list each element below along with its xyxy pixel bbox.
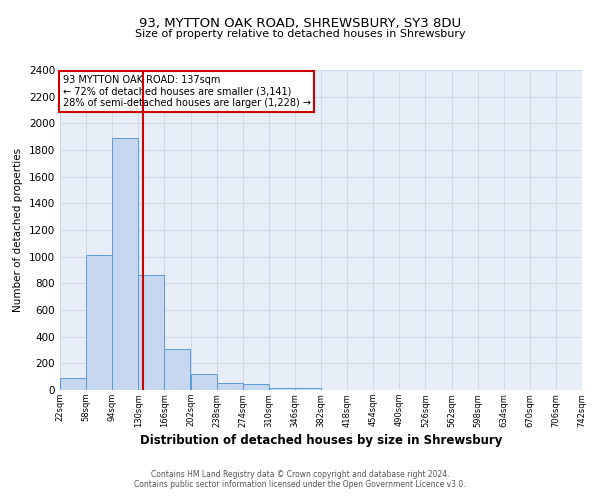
Bar bbox=[86, 256, 112, 390]
Bar bbox=[164, 348, 190, 390]
Bar bbox=[295, 388, 321, 390]
X-axis label: Distribution of detached houses by size in Shrewsbury: Distribution of detached houses by size … bbox=[140, 434, 502, 446]
Bar bbox=[191, 374, 217, 390]
Bar bbox=[112, 138, 138, 390]
Y-axis label: Number of detached properties: Number of detached properties bbox=[13, 148, 23, 312]
Bar bbox=[60, 378, 86, 390]
Bar bbox=[217, 382, 242, 390]
Text: 93 MYTTON OAK ROAD: 137sqm
← 72% of detached houses are smaller (3,141)
28% of s: 93 MYTTON OAK ROAD: 137sqm ← 72% of deta… bbox=[62, 75, 311, 108]
Bar bbox=[139, 276, 164, 390]
Bar bbox=[269, 388, 295, 390]
Text: Size of property relative to detached houses in Shrewsbury: Size of property relative to detached ho… bbox=[134, 29, 466, 39]
Text: Contains HM Land Registry data © Crown copyright and database right 2024.
Contai: Contains HM Land Registry data © Crown c… bbox=[134, 470, 466, 489]
Bar bbox=[242, 384, 269, 390]
Text: 93, MYTTON OAK ROAD, SHREWSBURY, SY3 8DU: 93, MYTTON OAK ROAD, SHREWSBURY, SY3 8DU bbox=[139, 18, 461, 30]
